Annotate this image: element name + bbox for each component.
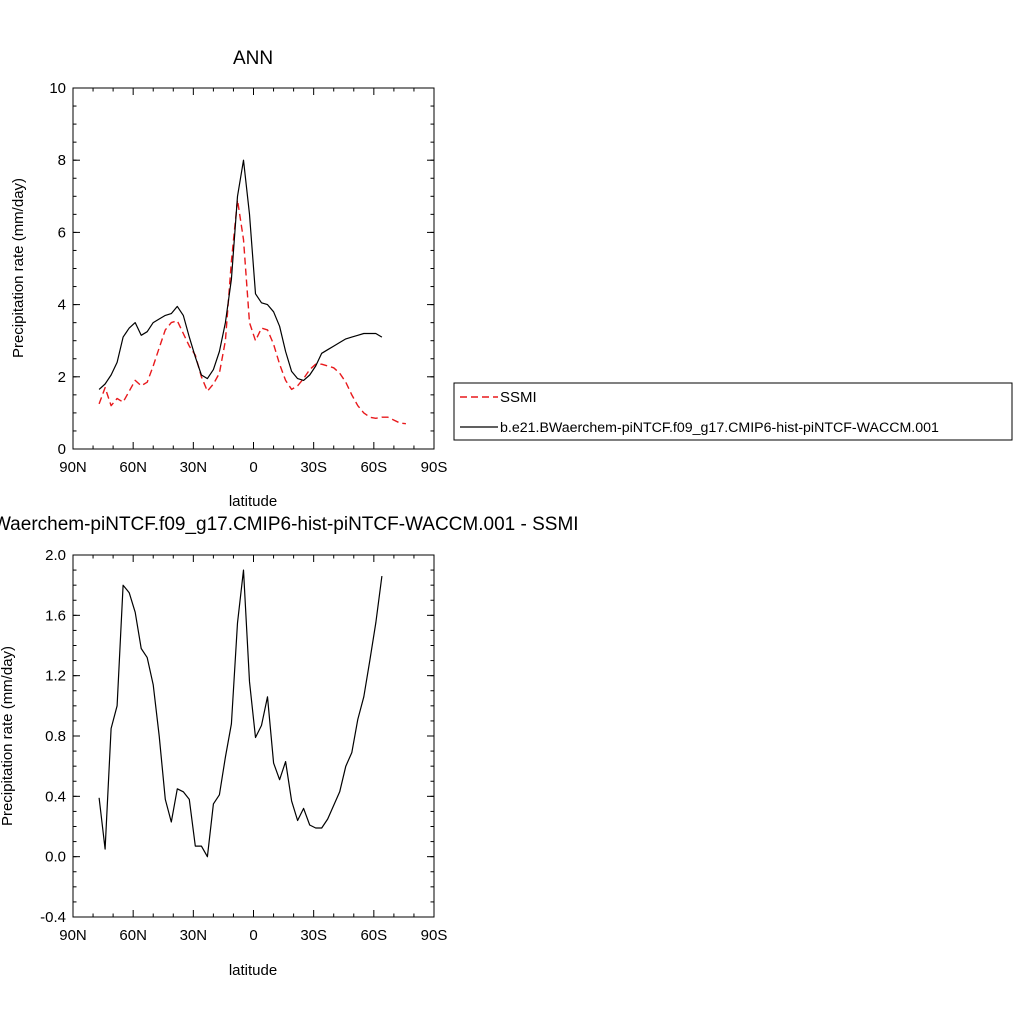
x-tick-label: 0 [249, 459, 257, 476]
y-tick-label: 0 [58, 441, 66, 458]
y-tick-label: 1.2 [45, 668, 66, 685]
x-tick-label: 30N [180, 459, 208, 476]
plot-lines [98, 159, 406, 425]
axis-ticks: 90N 60N 30N 0 30S 60S 90S -0.4 0.0 0.4 0.8 1.2 1.6 2.… [40, 547, 447, 944]
chart-title: b.e21.BWaerchem-piNTCF.f09_g17.CMIP6-his… [0, 514, 579, 535]
legend-box [453, 382, 1013, 441]
x-tick-label: 90N [59, 927, 87, 944]
series-line-1 [98, 159, 383, 390]
y-tick-label: 2.0 [45, 547, 66, 564]
series-line-0 [98, 569, 383, 858]
mean-precipitation-panel: ANN Precipitation rate (mm/day) latitude… [10, 48, 447, 510]
x-tick-label: 90S [421, 927, 448, 944]
legend: SSMI b.e21.BWaerchem-piNTCF.f09_g17.CMIP… [453, 382, 1013, 441]
x-tick-label: 60S [360, 927, 387, 944]
x-tick-label: 30S [300, 927, 327, 944]
axis-ticks: 90N 60N 30N 0 30S 60S 90S 0 2 4 6 8 10 [49, 80, 447, 476]
x-tick-label: 60N [119, 459, 147, 476]
y-tick-label: 10 [49, 80, 66, 97]
difference-panel: b.e21.BWaerchem-piNTCF.f09_g17.CMIP6-his… [0, 514, 579, 979]
y-axis-label: Precipitation rate (mm/day) [0, 646, 16, 826]
plot-lines [98, 569, 383, 858]
series-line-0 [98, 199, 406, 425]
x-tick-label: 30S [300, 459, 327, 476]
y-tick-label: 6 [58, 224, 66, 241]
x-tick-label: 60S [360, 459, 387, 476]
x-tick-label: 0 [249, 927, 257, 944]
plot-frame [72, 87, 435, 450]
y-tick-label: 0.0 [45, 849, 66, 866]
chart-title: ANN [233, 48, 273, 69]
y-tick-label: 4 [58, 297, 66, 314]
y-axis-label: Precipitation rate (mm/day) [10, 178, 27, 358]
y-tick-label: 0.8 [45, 728, 66, 745]
x-axis-label: latitude [229, 493, 277, 510]
legend-label-ssmi: SSMI [500, 389, 537, 406]
x-tick-label: 90N [59, 459, 87, 476]
legend-label-model: b.e21.BWaerchem-piNTCF.f09_g17.CMIP6-his… [500, 420, 939, 436]
x-tick-label: 90S [421, 459, 448, 476]
x-tick-label: 60N [119, 927, 147, 944]
y-tick-label: 1.6 [45, 607, 66, 624]
y-tick-label: 2 [58, 369, 66, 386]
y-tick-label: -0.4 [40, 909, 66, 926]
x-axis-label: latitude [229, 962, 277, 979]
y-tick-label: 0.4 [45, 788, 66, 805]
plot-frame [72, 554, 435, 918]
y-tick-label: 8 [58, 152, 66, 169]
x-tick-label: 30N [180, 927, 208, 944]
